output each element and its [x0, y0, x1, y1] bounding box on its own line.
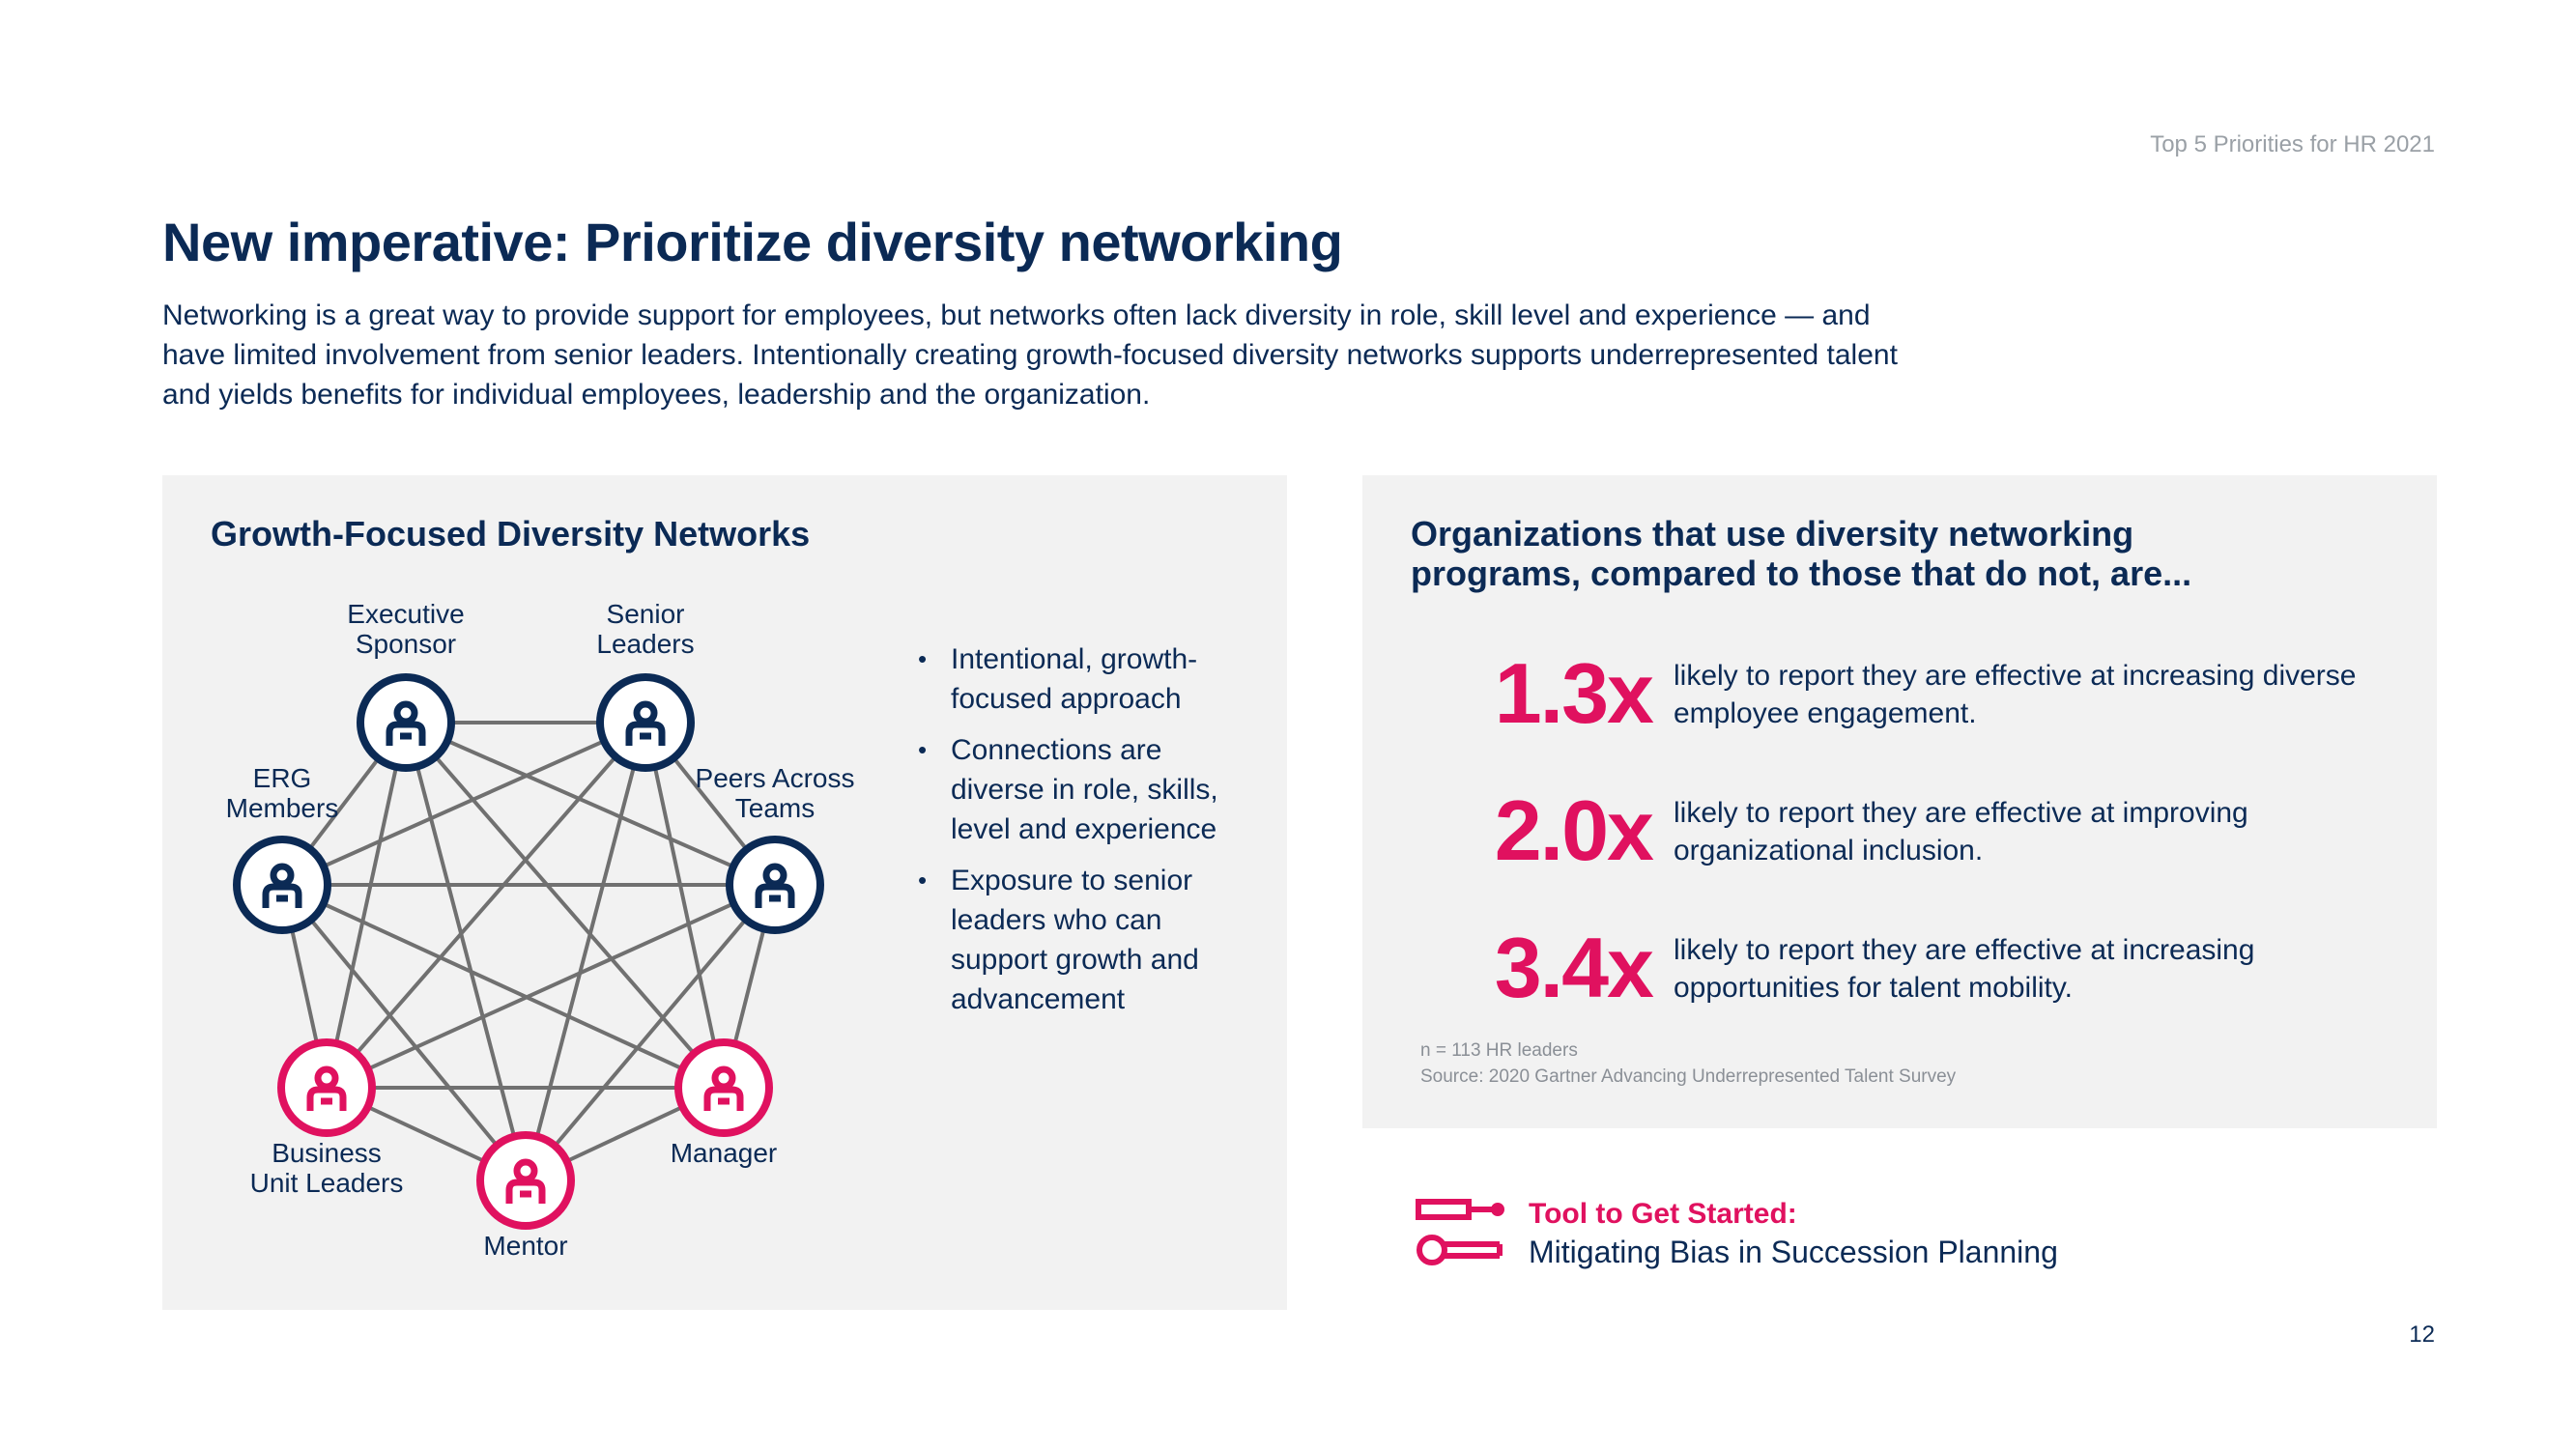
stats-panel-title: Organizations that use diversity network… — [1411, 514, 2192, 593]
network-diagram — [233, 673, 824, 1230]
network-node-label: Senior Leaders — [596, 599, 695, 659]
stat-value: 2.0x — [1494, 782, 1654, 878]
person-icon — [625, 700, 666, 746]
network-connection — [644, 722, 726, 1089]
stat-description: likely to report they are effective at i… — [1674, 660, 2357, 729]
stat-row: 1.3x likely to report they are effective… — [1420, 645, 2406, 752]
network-node — [476, 1131, 575, 1230]
network-connection — [405, 721, 776, 887]
list-item: Connections are diverse in role, skills,… — [916, 730, 1245, 849]
network-connection — [524, 883, 777, 1182]
network-node — [277, 1038, 376, 1137]
tool-link[interactable]: Mitigating Bias in Succession Planning — [1529, 1235, 2058, 1269]
network-connection — [280, 883, 528, 1182]
network-node-label: ERG Members — [225, 763, 339, 823]
network-connection — [404, 721, 726, 1090]
network-node-label: Manager — [670, 1138, 778, 1168]
stats-panel: Organizations that use diversity network… — [1362, 475, 2437, 1128]
page-number: 12 — [2409, 1321, 2435, 1348]
tools-icon — [1416, 1199, 1504, 1265]
page-title: New imperative: Prioritize diversity net… — [162, 212, 1343, 272]
source-note: Source: 2020 Gartner Advancing Underrepr… — [1420, 1066, 1957, 1087]
person-icon — [505, 1158, 546, 1204]
network-node — [674, 1038, 773, 1137]
list-item: Intentional, growth-focused approach — [916, 639, 1245, 719]
stat-value: 1.3x — [1494, 645, 1654, 741]
stat-row: 2.0x likely to report they are effective… — [1420, 782, 2406, 889]
network-nodes — [233, 673, 824, 1230]
stat-value: 3.4x — [1494, 920, 1654, 1015]
network-connection — [325, 722, 408, 1089]
network-node-label: Executive Sponsor — [347, 599, 465, 659]
network-connection — [281, 721, 646, 887]
tool-callout: Tool to Get Started: Mitigating Bias in … — [1413, 1194, 2379, 1271]
person-icon — [306, 1065, 347, 1111]
network-connections — [280, 721, 777, 1182]
stat-description: likely to report they are effective at i… — [1674, 797, 2248, 867]
intro-paragraph: Networking is a great way to provide sup… — [162, 299, 1898, 411]
person-icon — [386, 700, 426, 746]
sample-size-note: n = 113 HR leaders — [1420, 1040, 1578, 1061]
network-node-label: Mentor — [483, 1231, 568, 1261]
network-node — [726, 836, 824, 934]
network-connection — [404, 722, 528, 1181]
stat-description: likely to report they are effective at i… — [1674, 934, 2255, 1004]
report-label: Top 5 Priorities for HR 2021 — [2150, 131, 2435, 157]
person-icon — [755, 863, 795, 908]
network-node — [357, 673, 455, 772]
network-connection — [524, 722, 647, 1181]
network-node — [233, 836, 331, 934]
person-icon — [262, 863, 302, 908]
network-benefits-list: Intentional, growth-focused approach Con… — [916, 639, 1245, 1031]
stat-row: 3.4x likely to report they are effective… — [1420, 920, 2406, 1026]
network-panel-title: Growth-Focused Diversity Networks — [211, 514, 811, 554]
network-panel: Growth-Focused Diversity Networks Execut… — [162, 475, 1287, 1310]
network-connection — [281, 883, 725, 1090]
person-icon — [703, 1065, 744, 1111]
network-node-label: Business Unit Leaders — [249, 1138, 404, 1198]
list-item: Exposure to senior leaders who can suppo… — [916, 861, 1245, 1019]
network-node-label: Peers Across Teams — [695, 763, 855, 823]
tool-heading: Tool to Get Started: — [1529, 1198, 1797, 1230]
network-node — [596, 673, 695, 772]
network-connection — [326, 883, 776, 1090]
footnote: n = 113 HR leaders Source: 2020 Gartner … — [1420, 1037, 1956, 1090]
network-connection — [325, 721, 647, 1090]
